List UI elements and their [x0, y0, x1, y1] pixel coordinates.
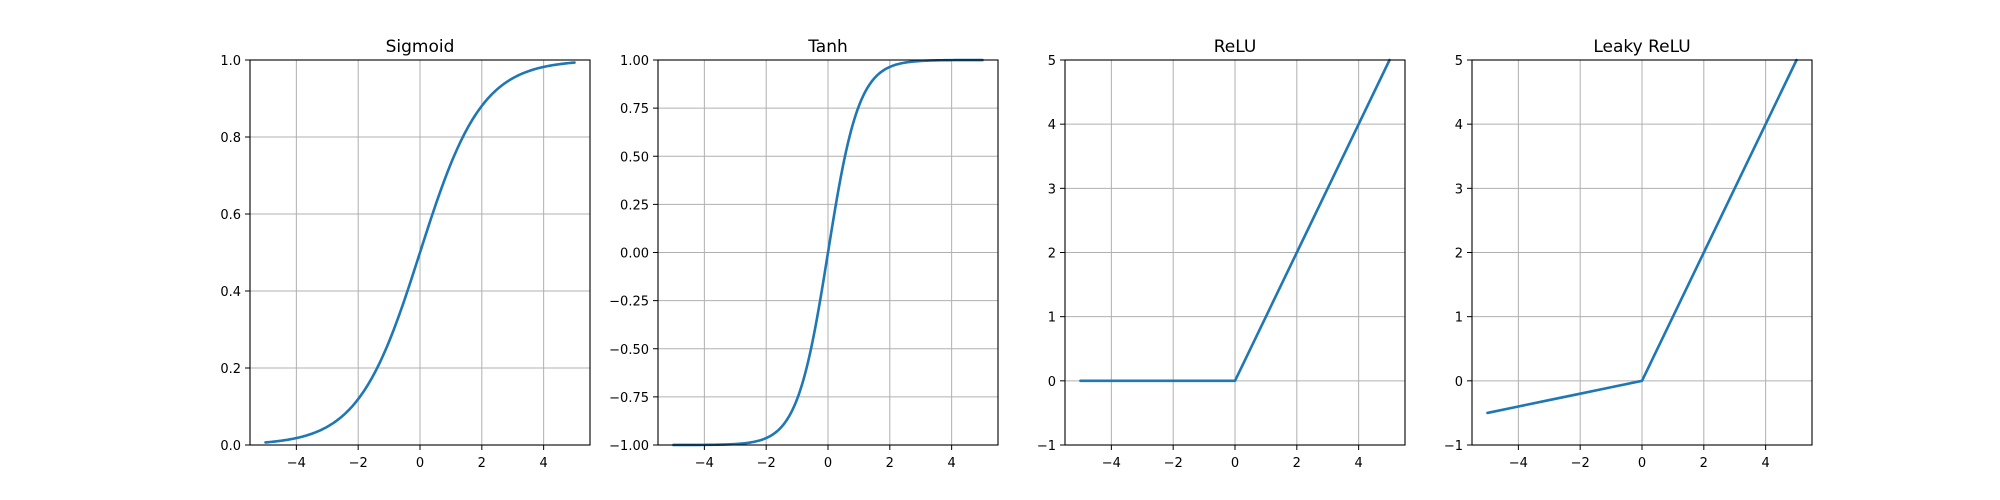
y-tick-label: 0.75	[620, 102, 649, 117]
y-tick-label: 0.50	[620, 150, 649, 165]
y-tick-label: 3	[1455, 182, 1463, 197]
chart-panel-leaky-relu: −4 −2 0 2 4 −1 0 1 2 3 4 5 Leaky ReLU	[1444, 37, 1813, 471]
x-tick-label: −2	[1571, 456, 1590, 471]
x-tick-label: 4	[1354, 456, 1362, 471]
y-tick-label: −0.75	[609, 391, 649, 406]
y-tick-label: 0.0	[220, 439, 241, 454]
y-tick-label: −1.00	[609, 439, 649, 454]
chart-panel-sigmoid: −4 −2 0 2 4 0.0 0.2 0.4 0.6 0.8 1.0 Sigmoid	[220, 37, 591, 471]
x-tick-label: −4	[695, 456, 714, 471]
y-tick-label: 0.8	[220, 131, 241, 146]
y-tick-label: 0.00	[620, 247, 649, 262]
y-tick-label: 0.4	[220, 285, 241, 300]
x-tick-label: 4	[947, 456, 955, 471]
x-tick-label: 4	[1761, 456, 1769, 471]
x-tick-label: −4	[1509, 456, 1528, 471]
y-tick-label: −0.25	[609, 295, 649, 310]
chart-title: Leaky ReLU	[1593, 37, 1690, 57]
y-tick-label: 1	[1455, 311, 1463, 326]
x-tick-label: 0	[824, 456, 832, 471]
y-tick-label: 2	[1048, 247, 1056, 262]
y-tick-label: 0.6	[220, 208, 241, 223]
relu-curve	[1079, 58, 1391, 383]
y-tick-label: 0	[1455, 375, 1463, 390]
x-tick-label: 2	[478, 456, 486, 471]
y-tick-label: 0.2	[220, 362, 241, 377]
x-tick-label: 0	[1638, 456, 1646, 471]
y-tick-label: −1	[1444, 439, 1463, 454]
leaky-relu-curve	[1486, 58, 1798, 415]
x-tick-label: 4	[539, 456, 547, 471]
y-tick-label: −0.50	[609, 343, 649, 358]
y-tick-label: 2	[1455, 247, 1463, 262]
y-tick-label: 4	[1455, 118, 1463, 133]
y-tick-label: 1.0	[220, 54, 241, 69]
chart-title: Tanh	[807, 37, 848, 57]
y-tick-label: 5	[1048, 54, 1056, 69]
x-tick-label: −4	[1102, 456, 1121, 471]
y-tick-label: 3	[1048, 182, 1056, 197]
x-tick-label: −2	[1164, 456, 1183, 471]
chart-panel-relu: −4 −2 0 2 4 −1 0 1 2 3 4 5 ReLU	[1037, 37, 1406, 471]
x-tick-label: −2	[757, 456, 776, 471]
x-tick-label: 2	[1293, 456, 1301, 471]
x-tick-label: 0	[1231, 456, 1239, 471]
sigmoid-curve	[264, 61, 576, 444]
chart-title: Sigmoid	[386, 37, 455, 57]
x-tick-label: −4	[287, 456, 306, 471]
chart-panel-tanh: −4 −2 0 2 4 −1.00 −0.75 −0.50 −0.25 0.00 0.25 0.50 0…	[609, 37, 999, 471]
chart-title: ReLU	[1214, 37, 1257, 57]
y-tick-label: 1.00	[620, 54, 649, 69]
y-tick-label: 4	[1048, 118, 1056, 133]
y-tick-label: 5	[1455, 54, 1463, 69]
y-tick-label: −1	[1037, 439, 1056, 454]
y-tick-label: 0	[1048, 375, 1056, 390]
x-tick-label: 0	[416, 456, 424, 471]
x-tick-label: 2	[1700, 456, 1708, 471]
y-tick-label: 0.25	[620, 198, 649, 213]
y-tick-label: 1	[1048, 311, 1056, 326]
x-tick-label: −2	[349, 456, 368, 471]
x-tick-label: 2	[886, 456, 894, 471]
